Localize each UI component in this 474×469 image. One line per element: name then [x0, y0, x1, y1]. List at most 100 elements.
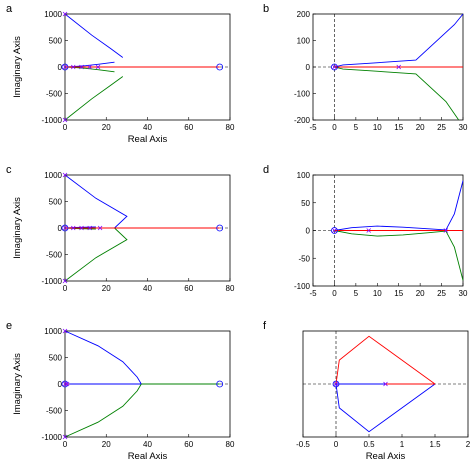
pole-marker: [62, 117, 68, 123]
pole-marker-stroke: [62, 64, 68, 70]
pole-marker-stroke: [79, 64, 84, 70]
zero-marker: [61, 63, 69, 71]
panel-b: -5 0 5 10 15 20 25 30 -200 -100 0 100 200 b: [263, 3, 468, 132]
y-axis-label: Imaginary Axis: [12, 197, 23, 259]
pole-marker: [64, 381, 70, 387]
x-tick-label: -5: [309, 123, 317, 132]
y-tick-label: 500: [49, 354, 63, 363]
pole-marker: [62, 225, 68, 231]
pole-marker-stroke: [62, 381, 68, 387]
x-tick-label: 20: [102, 123, 111, 132]
x-tick-label: 25: [437, 123, 446, 132]
x-tick-label: 10: [373, 289, 382, 298]
pole-marker: [332, 228, 337, 233]
y-tick-label: -200: [294, 116, 311, 125]
pole-marker: [62, 381, 68, 387]
pole-marker-stroke: [366, 228, 371, 233]
x-tick-label: 60: [184, 284, 193, 293]
y-tick-label: -1000: [42, 116, 63, 125]
pole-marker: [333, 381, 339, 387]
x-tick-label: 60: [184, 440, 193, 449]
pole-marker-stroke: [443, 228, 449, 233]
locus-branch: [334, 13, 464, 68]
x-tick-label: 30: [459, 123, 468, 132]
pole-marker: [62, 328, 68, 334]
panel-label: c: [6, 164, 12, 176]
x-tick-label: 20: [416, 289, 425, 298]
x-tick-label: -5: [309, 289, 317, 298]
locus-branch: [64, 76, 124, 121]
y-tick-label: 1000: [44, 327, 62, 336]
locus-branch: [334, 230, 464, 281]
locus-branch: [64, 227, 128, 282]
y-tick-label: 0: [306, 63, 311, 72]
x-tick-label: 0: [334, 440, 339, 449]
panel-e: 0 20 40 60 80 -1000 -500 0 500 1000 e Real Axis Imag…: [6, 320, 235, 462]
pole-marker: [70, 64, 76, 70]
y-axis-label: Imaginary Axis: [12, 36, 23, 98]
y-tick-label: 500: [49, 198, 63, 207]
pole-marker: [383, 381, 388, 387]
x-tick-label: 25: [437, 289, 446, 298]
pole-marker-stroke: [64, 381, 70, 387]
zero-marker: [216, 63, 224, 71]
pole-marker-stroke: [62, 434, 68, 440]
pole-marker-stroke: [62, 11, 68, 17]
pole-marker: [79, 225, 84, 231]
locus-branch: [64, 330, 142, 385]
pole-marker-stroke: [97, 225, 103, 231]
y-tick-label: 0: [58, 63, 63, 72]
pole-marker-stroke: [62, 328, 68, 334]
pole-marker: [62, 11, 68, 17]
zero-marker: [332, 380, 340, 388]
x-tick-label: 0: [63, 123, 68, 132]
panel-f: -0.5 0 0.5 1 1.5 2 f Real Axis: [263, 320, 471, 462]
x-tick-label: 10: [373, 123, 382, 132]
x-tick-label: 1: [400, 440, 405, 449]
pole-marker: [87, 64, 93, 70]
y-tick-label: -50: [298, 254, 310, 263]
locus-branch: [334, 66, 460, 121]
pole-marker: [95, 64, 101, 70]
y-tick-label: 100: [297, 171, 311, 180]
pole-marker-stroke: [62, 117, 68, 123]
pole-marker: [62, 64, 68, 70]
panel-label: b: [263, 3, 269, 15]
x-axis-label: Real Axis: [128, 134, 168, 145]
x-tick-label: 0: [63, 284, 68, 293]
y-axis-label: Imaginary Axis: [12, 353, 23, 415]
x-tick-label: 15: [394, 123, 403, 132]
locus-branch: [64, 383, 142, 438]
x-axis-label: Real Axis: [128, 451, 168, 462]
pole-marker-stroke: [62, 225, 68, 231]
zero-marker: [61, 380, 69, 388]
x-tick-label: 60: [184, 123, 193, 132]
pole-marker-stroke: [332, 228, 337, 233]
locus-branch: [334, 180, 464, 231]
panel-label: e: [6, 320, 12, 332]
y-tick-label: 1000: [44, 10, 62, 19]
pole-marker-stroke: [87, 225, 93, 231]
pole-marker-stroke: [95, 64, 101, 70]
y-tick-label: -500: [46, 251, 63, 260]
pole-marker-stroke: [62, 172, 68, 178]
pole-marker: [79, 64, 84, 70]
pole-marker-stroke: [333, 381, 339, 387]
pole-marker: [62, 172, 68, 178]
pole-marker: [396, 64, 401, 70]
pole-marker-stroke: [383, 381, 388, 387]
pole-marker: [62, 278, 68, 284]
y-tick-label: -500: [46, 407, 63, 416]
pole-marker: [332, 64, 337, 70]
x-tick-label: 20: [416, 123, 425, 132]
locus-branch: [64, 174, 128, 229]
x-tick-label: 40: [143, 440, 152, 449]
y-tick-label: 50: [301, 199, 310, 208]
pole-marker: [70, 225, 76, 231]
pole-marker-stroke: [70, 64, 76, 70]
y-tick-label: -1000: [42, 277, 63, 286]
panel-label: a: [6, 3, 13, 15]
y-tick-label: 0: [306, 227, 311, 236]
